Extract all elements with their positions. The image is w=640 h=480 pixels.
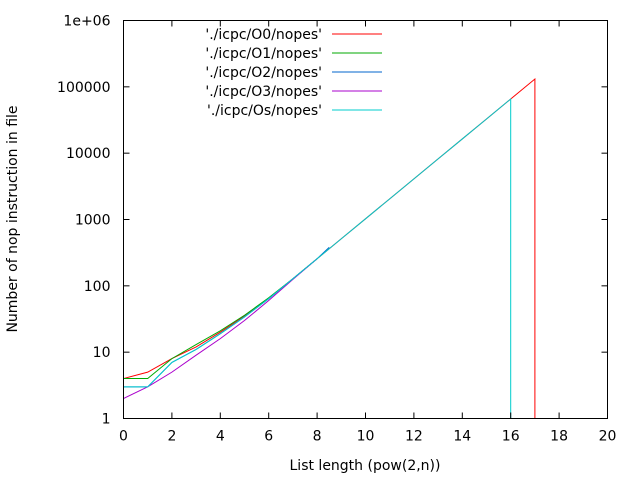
y-tick-label: 10000 — [66, 146, 111, 162]
series-line-1 — [123, 258, 318, 380]
x-tick-label: 8 — [313, 429, 322, 445]
y-tick-label: 10 — [93, 345, 111, 361]
x-tick-label: 16 — [502, 429, 520, 445]
x-tick-label: 2 — [167, 429, 176, 445]
y-axis-label: Number of nop instruction in file — [5, 105, 21, 332]
legend: './icpc/O0/nopes' './icpc/O1/nopes' './icp… — [205, 27, 382, 119]
series-line-2 — [123, 247, 330, 388]
legend-label: './icpc/O2/nopes' — [205, 65, 322, 81]
x-tick-label: 10 — [357, 429, 375, 445]
x-tick-label: 4 — [216, 429, 225, 445]
series-layer — [123, 77, 536, 419]
y-tick-label: 1000 — [75, 213, 111, 229]
series-line-3 — [123, 258, 318, 399]
ticks-layer: 0 2 4 6 8 10 12 14 16 18 20 1 10 100 1000 10000 100000 1e… — [57, 14, 616, 445]
legend-label: './icpc/O0/nopes' — [205, 27, 322, 43]
y-tick-label: 100 — [84, 279, 111, 295]
x-axis-label: List length (pow(2,n)) — [290, 458, 441, 474]
x-tick-label: 20 — [599, 429, 617, 445]
x-tick-label: 0 — [119, 429, 128, 445]
legend-label: './icpc/O3/nopes' — [205, 84, 322, 100]
x-tick-label: 14 — [453, 429, 471, 445]
x-tick-label: 12 — [405, 429, 423, 445]
legend-label: './icpc/Os/nopes' — [207, 103, 322, 119]
legend-label: './icpc/O1/nopes' — [205, 46, 322, 62]
y-tick-label: 1e+06 — [63, 14, 110, 30]
x-tick-label: 18 — [550, 429, 568, 445]
y-tick-label: 100000 — [57, 80, 110, 96]
y-tick-label: 1 — [102, 412, 111, 428]
series-line-4 — [123, 97, 512, 419]
x-tick-label: 6 — [264, 429, 273, 445]
